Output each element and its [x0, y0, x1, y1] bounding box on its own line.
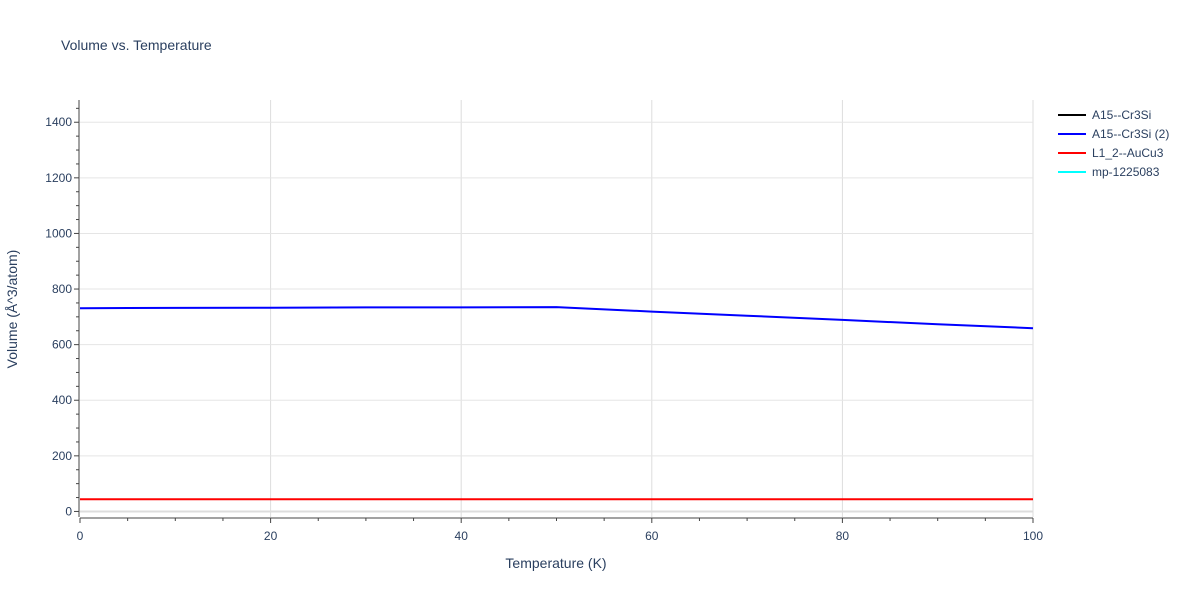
y-tick-label: 1200: [45, 171, 72, 185]
y-axis-title: Volume (Å^3/atom): [4, 250, 20, 369]
x-tick-label: 20: [264, 529, 278, 543]
x-tick-label: 40: [455, 529, 469, 543]
x-tick-label: 100: [1023, 529, 1043, 543]
x-tick-label: 60: [645, 529, 659, 543]
y-tick-label: 200: [52, 449, 72, 463]
y-tick-label: 1000: [45, 226, 72, 240]
chart-title: Volume vs. Temperature: [61, 37, 212, 53]
series-line: [79, 306, 1034, 330]
y-tick-label: 800: [52, 282, 72, 296]
legend-label: L1_2--AuCu3: [1092, 146, 1164, 160]
x-tick-label: 0: [77, 529, 84, 543]
y-tick-label: 0: [65, 504, 72, 518]
x-tick-label: 80: [836, 529, 850, 543]
legend-label: A15--Cr3Si: [1092, 108, 1151, 122]
y-tick-label: 400: [52, 393, 72, 407]
legend-label: A15--Cr3Si (2): [1092, 127, 1169, 141]
legend: A15--Cr3Si A15--Cr3Si (2) L1_2--AuCu3 mp-12…: [1058, 108, 1169, 179]
x-axis-title: Temperature (K): [505, 555, 606, 571]
series-layer: [79, 306, 1034, 501]
y-tick-label: 1400: [45, 115, 72, 129]
y-tick-label: 600: [52, 338, 72, 352]
legend-label: mp-1225083: [1092, 165, 1160, 179]
grid: [80, 100, 1034, 517]
